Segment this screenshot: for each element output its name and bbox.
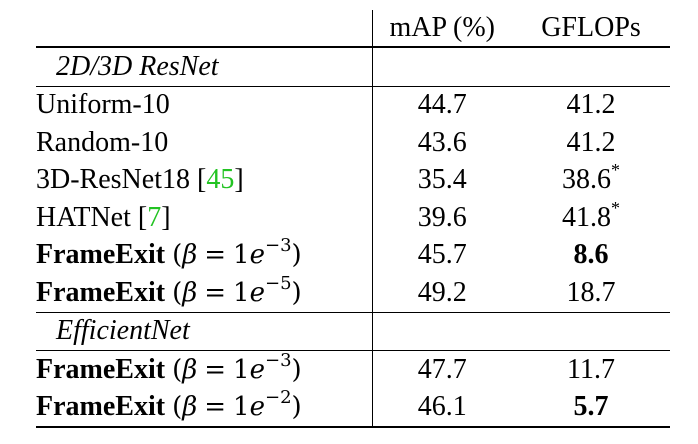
table-row: FrameExit (β = 1e−3) 45.7 8.6	[36, 236, 670, 275]
paren-open: (	[172, 392, 183, 423]
header-gflops: GFLOPs	[512, 10, 670, 48]
method-cell: FrameExit (β = 1e−3)	[36, 351, 372, 389]
section-empty-cell	[512, 47, 670, 87]
method-name: FrameExit	[36, 391, 166, 423]
base-one: 1	[233, 240, 250, 271]
gflops-value: 41.8	[562, 201, 611, 233]
method-name: HATNet	[36, 201, 131, 233]
section-empty-cell	[371, 47, 512, 87]
gflops-cell: 41.8*	[512, 199, 670, 237]
table-row: FrameExit (β = 1e−2) 46.1 5.7	[36, 388, 670, 428]
method-name: FrameExit	[36, 239, 166, 271]
header-map: mAP (%)	[371, 10, 512, 48]
map-cell: 43.6	[371, 124, 512, 162]
paren-open: (	[172, 354, 183, 385]
e-symbol: e	[249, 354, 265, 385]
table-row: 3D-ResNet18 [45] 35.4 38.6*	[36, 160, 670, 200]
table-row: Uniform-10 44.7 41.2	[36, 86, 670, 124]
table-row: Random-10 43.6 41.2	[36, 124, 670, 162]
gflops-value: 38.6	[562, 164, 611, 196]
method-cell: Uniform-10	[36, 86, 372, 124]
method-cell: HATNet [7]	[36, 201, 171, 233]
beta-expression: (β = 1e−3)	[165, 351, 302, 385]
section-empty-cell	[512, 311, 670, 351]
method-name: Uniform-10	[36, 89, 170, 121]
paren-open: (	[172, 240, 183, 271]
table-body: 2D/3D ResNet Uniform-10 44.7 41.2 Random-10 4…	[36, 47, 670, 428]
section-label: 2D/3D ResNet	[36, 47, 372, 87]
e-symbol: e	[249, 392, 265, 423]
beta-exponent: −5	[264, 272, 292, 294]
paren-close: )	[291, 277, 302, 308]
beta-symbol: β	[182, 240, 198, 271]
section-row: 2D/3D ResNet	[36, 47, 670, 87]
method-cell: FrameExit (β = 1e−2)	[36, 388, 372, 428]
equals-sign: =	[204, 277, 227, 308]
method-cell: Random-10	[36, 124, 372, 162]
method-cell: FrameExit (β = 1e−5)	[36, 274, 372, 312]
method-name: 3D-ResNet18	[36, 164, 190, 196]
paren-close: )	[291, 392, 302, 423]
beta-symbol: β	[182, 354, 198, 385]
gflops-cell: 38.6*	[512, 160, 670, 200]
gflops-cell: 5.7	[512, 388, 670, 428]
beta-symbol: β	[182, 277, 198, 308]
section-row: EfficientNet	[36, 311, 670, 351]
map-cell: 35.4	[371, 161, 512, 199]
beta-exponent: −2	[264, 387, 292, 409]
beta-expression: (β = 1e−5)	[165, 274, 302, 308]
gflops-value: 5.7	[573, 391, 609, 423]
gflops-cell: 8.6	[512, 237, 670, 275]
gflops-cell: 41.2	[512, 86, 670, 124]
map-cell: 46.1	[371, 388, 512, 428]
beta-exponent: −3	[264, 349, 292, 371]
beta-exponent: −3	[264, 235, 292, 257]
e-symbol: e	[249, 240, 265, 271]
asterisk-mark: *	[611, 160, 620, 181]
citation-link[interactable]: 45	[206, 164, 235, 196]
paren-open: (	[172, 277, 183, 308]
table-row: FrameExit (β = 1e−3) 47.7 11.7	[36, 350, 670, 389]
results-table: mAP (%) GFLOPs 2D/3D ResNet Uniform-10 44.…	[36, 10, 670, 428]
equals-sign: =	[204, 240, 227, 271]
base-one: 1	[233, 392, 250, 423]
table-row: HATNet [7] 39.6 41.8*	[36, 199, 670, 237]
table-row: FrameExit (β = 1e−5) 49.2 18.7	[36, 274, 670, 312]
beta-symbol: β	[182, 392, 198, 423]
e-symbol: e	[249, 277, 265, 308]
paren-close: )	[291, 354, 302, 385]
map-cell: 45.7	[371, 236, 512, 274]
gflops-value: 18.7	[566, 276, 616, 308]
asterisk-mark: *	[611, 197, 620, 218]
equals-sign: =	[204, 392, 227, 423]
gflops-cell: 11.7	[512, 351, 670, 389]
method-name: Random-10	[36, 126, 169, 158]
header-method	[36, 10, 372, 48]
map-cell: 47.7	[371, 350, 512, 389]
equals-sign: =	[204, 354, 227, 385]
map-cell: 44.7	[371, 86, 512, 124]
gflops-value: 8.6	[573, 239, 609, 271]
section-empty-cell	[371, 311, 512, 351]
method-name: FrameExit	[36, 276, 166, 308]
method-name: FrameExit	[36, 353, 166, 385]
beta-expression: (β = 1e−3)	[165, 237, 302, 271]
citation-link[interactable]: 7	[147, 201, 162, 233]
paren-close: )	[291, 240, 302, 271]
gflops-value: 11.7	[567, 353, 615, 385]
base-one: 1	[233, 277, 250, 308]
beta-expression: (β = 1e−2)	[165, 389, 302, 423]
method-cell: FrameExit (β = 1e−3)	[36, 237, 372, 275]
gflops-cell: 41.2	[512, 124, 670, 162]
base-one: 1	[233, 354, 250, 385]
gflops-value: 41.2	[566, 89, 616, 121]
gflops-value: 41.2	[566, 126, 616, 158]
header-row: mAP (%) GFLOPs	[36, 10, 670, 48]
method-cell: 3D-ResNet18 [45]	[36, 164, 244, 196]
gflops-cell: 18.7	[512, 274, 670, 312]
map-cell: 39.6	[371, 199, 512, 237]
section-label: EfficientNet	[36, 311, 372, 351]
map-cell: 49.2	[371, 274, 512, 312]
